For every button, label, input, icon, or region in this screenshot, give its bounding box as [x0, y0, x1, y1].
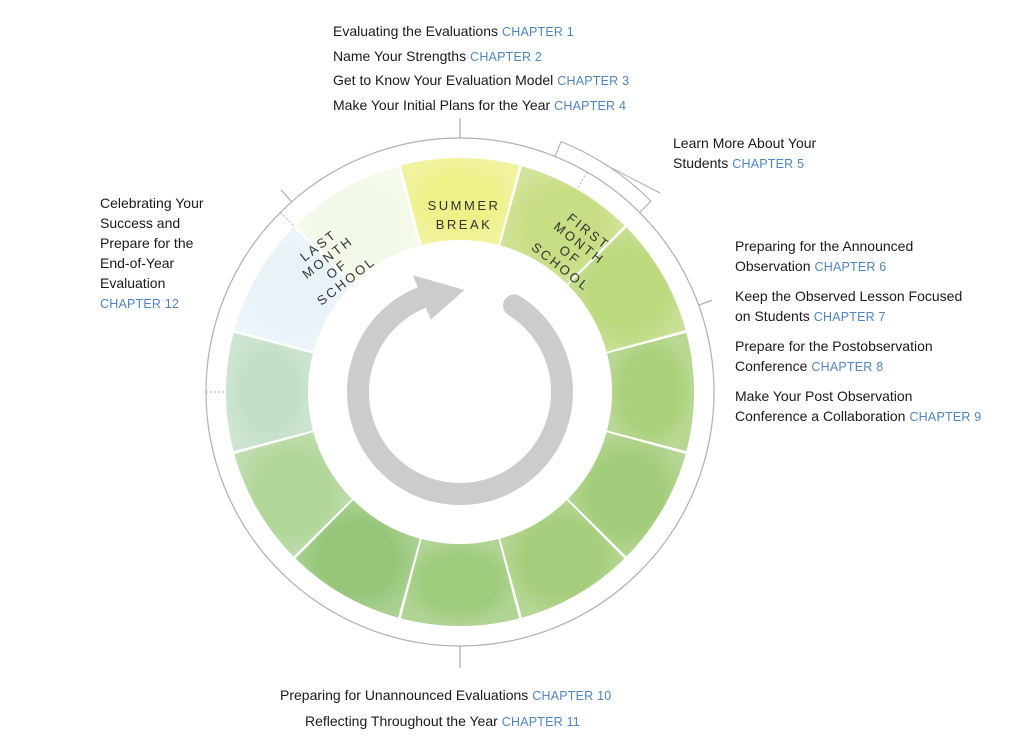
chapter-12-title-line4: End-of-Year	[100, 255, 175, 271]
chapter-2-item: Name Your Strengths CHAPTER 2	[333, 45, 629, 70]
segment-sheen	[295, 500, 420, 618]
segments-layer	[226, 158, 694, 626]
segment-sheen	[295, 166, 420, 284]
chapter-6-title-line1: Preparing for the Announced	[735, 238, 914, 254]
summer-break-label: SUMMER BREAK	[428, 198, 501, 232]
chapter-8-item: Prepare for the Postobservation Conferen…	[735, 336, 981, 377]
chapter-5-title-line1: Learn More About Your	[673, 135, 817, 151]
chapter-11-item: Reflecting Throughout the Year CHAPTER 11	[280, 709, 611, 735]
segment-sheen	[400, 158, 520, 245]
chapter-8-title-line1: Prepare for the Postobservation	[735, 338, 933, 354]
segment-sheen	[500, 166, 625, 284]
chapter-10-item: Preparing for Unannounced Evaluations CHA…	[280, 683, 611, 709]
chapter-11-label: CHAPTER 11	[501, 715, 580, 729]
chapter-4-label: CHAPTER 4	[554, 98, 627, 113]
chapter-5-group: Learn More About Your Students CHAPTER 5	[673, 133, 816, 174]
chapter-11-title: Reflecting Throughout the Year	[305, 713, 498, 729]
chapter-12-title-line1: Celebrating Your	[100, 195, 204, 211]
summer-break-label-line: BREAK	[436, 217, 493, 232]
chapter-12-group: Celebrating Your Success and Prepare for…	[100, 193, 204, 314]
chapter-9-label: CHAPTER 9	[909, 410, 982, 424]
ring-tick	[698, 299, 713, 306]
chapter-10-title: Preparing for Unannounced Evaluations	[280, 687, 529, 703]
segment-sheen	[568, 227, 686, 352]
segment-sheen	[226, 332, 313, 452]
segment-sheen	[400, 539, 520, 626]
chapter-9-item: Make Your Post Observation Conference a …	[735, 386, 981, 427]
chapter-9-title-line2: Conference a Collaboration	[735, 408, 906, 424]
chapter-2-title: Name Your Strengths	[333, 47, 467, 64]
chapter-2-label: CHAPTER 2	[470, 49, 543, 64]
chapter-6-title-line2: Observation	[735, 258, 811, 274]
chapter-3-title: Get to Know Your Evaluation Model	[333, 72, 554, 88]
chapter-5-title-line2: Students	[673, 155, 729, 171]
chapter-7-title-line2: on Students	[735, 308, 810, 324]
chapter-1-item: Evaluating the Evaluations CHAPTER 1	[333, 20, 629, 45]
summer-break-label-line: SUMMER	[428, 198, 501, 213]
ring-tick	[280, 189, 293, 203]
chapter-6-item: Preparing for the Announced Observation C…	[735, 236, 981, 277]
ring-divider	[278, 210, 294, 226]
cycle-arrow-head	[412, 275, 465, 320]
top-chapter-group: Evaluating the Evaluations CHAPTER 1 Name…	[333, 20, 629, 118]
chapter-8-title-line2: Conference	[735, 358, 808, 374]
chapter-12-label: CHAPTER 12	[100, 297, 180, 311]
chapter-1-label: CHAPTER 1	[502, 25, 574, 39]
cycle-arrow-icon	[347, 275, 573, 505]
chapter-5-label: CHAPTER 5	[732, 157, 805, 171]
chapter-12-title-line3: Prepare for the	[100, 235, 194, 251]
cycle-arrow-body	[347, 285, 573, 505]
chapter-7-title-line1: Keep the Observed Lesson Focused	[735, 288, 963, 304]
chapter-3-label: CHAPTER 3	[557, 74, 630, 88]
right-chapter-group: Preparing for the Announced Observation C…	[735, 236, 981, 427]
chapter-6-label: CHAPTER 6	[814, 260, 887, 274]
chapter-4-title: Make Your Initial Plans for the Year	[333, 96, 551, 113]
chapter-12-title-line5: Evaluation	[100, 275, 166, 291]
chapter-5-leader	[606, 165, 661, 194]
chapter-9-title-line1: Make Your Post Observation	[735, 388, 913, 404]
outer-ring	[204, 118, 715, 668]
chapter-7-label: CHAPTER 7	[813, 310, 886, 324]
chapter-7-item: Keep the Observed Lesson Focused on Stud…	[735, 286, 981, 327]
chapter-4-item: Make Your Initial Plans for the Year CHAP…	[333, 94, 629, 119]
segment-sheen	[568, 432, 686, 557]
segment-sheen	[234, 432, 352, 557]
bottom-chapter-group: Preparing for Unannounced Evaluations CHA…	[280, 683, 611, 735]
chapter-8-label: CHAPTER 8	[811, 360, 884, 374]
segment-sheen	[500, 500, 625, 618]
segment-sheen	[607, 332, 694, 452]
chapter-3-item: Get to Know Your Evaluation Model CHAPTER…	[333, 69, 629, 94]
chapter-1-title: Evaluating the Evaluations	[333, 23, 498, 39]
ring-divider	[577, 170, 589, 188]
segment-sheen	[234, 227, 352, 352]
chapter-10-label: CHAPTER 10	[532, 689, 612, 703]
chapter-12-title-line2: Success and	[100, 215, 181, 231]
